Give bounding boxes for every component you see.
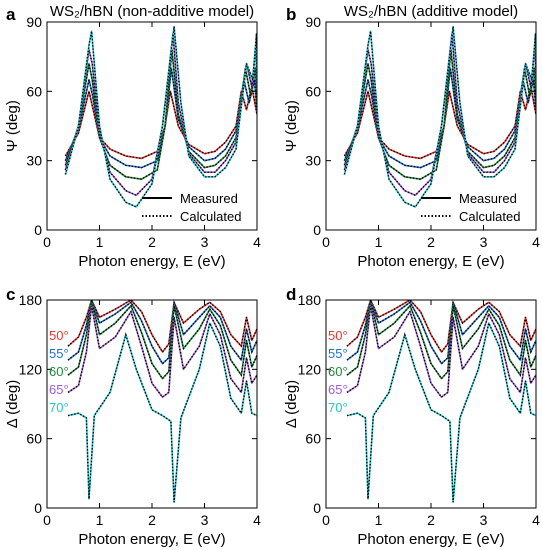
angle-label: 50° <box>49 328 69 343</box>
x-tick-label: 4 <box>532 512 540 528</box>
x-tick-label: 1 <box>375 512 383 528</box>
y-axis-label: Δ (deg) <box>283 380 300 428</box>
angle-labels: 50° 55° 60° 65° 70° <box>49 328 69 415</box>
y-tick-label: 120 <box>298 361 322 377</box>
legend-calculated-label: Calculated <box>180 209 241 224</box>
measured-line-55deg <box>67 300 257 365</box>
x-tick-label: 4 <box>532 234 540 250</box>
x-tick-label: 3 <box>201 512 209 528</box>
angle-label: 60° <box>49 364 69 379</box>
x-tick-label: 0 <box>43 512 51 528</box>
calculated-line-70deg <box>64 26 257 208</box>
y-tick-label: 60 <box>305 431 321 447</box>
y-tick-label: 180 <box>19 292 43 308</box>
x-tick-label: 0 <box>322 234 330 250</box>
measured-line-70deg <box>67 322 257 503</box>
y-axis-label: Δ (deg) <box>4 380 21 428</box>
calculated-line-50deg <box>346 300 536 354</box>
panel-d: d 0 1 2 3 4 0 60 120 180 Photon energy, E (eV) Δ (d… <box>283 285 540 548</box>
calculated-line-70deg <box>67 320 257 503</box>
measured-line-65deg <box>67 305 257 398</box>
calculated-line-60deg <box>346 300 536 380</box>
angle-label: 55° <box>49 346 69 361</box>
series-group <box>343 25 536 208</box>
calculated-line-70deg <box>343 26 536 208</box>
x-axis-label: Photon energy, E (eV) <box>357 253 504 270</box>
panel-letter: c <box>6 285 15 304</box>
angle-label: 50° <box>328 328 348 343</box>
angle-labels: 50° 55° 60° 65° 70° <box>328 328 348 415</box>
calculated-line-55deg <box>64 68 257 169</box>
x-axis-label: Photon energy, E (eV) <box>357 531 504 548</box>
panel-c: c 0 1 2 3 4 0 60 120 180 Photon energy, E (eV) Δ (d… <box>4 285 261 548</box>
calculated-line-55deg <box>343 68 536 169</box>
x-tick-label: 3 <box>480 512 488 528</box>
y-tick-label: 60 <box>26 431 42 447</box>
x-tick-label: 1 <box>375 234 383 250</box>
y-tick-label: 90 <box>26 14 42 30</box>
y-tick-label: 0 <box>313 222 321 238</box>
y-tick-label: 60 <box>26 83 42 99</box>
angle-label: 70° <box>49 400 69 415</box>
x-tick-label: 2 <box>427 512 435 528</box>
y-axis-label: Ψ (deg) <box>283 100 300 152</box>
y-tick-label: 60 <box>305 83 321 99</box>
y-tick-label: 90 <box>305 14 321 30</box>
panel-title: WS₂/hBN (non-additive model) <box>50 3 254 20</box>
calculated-line-60deg <box>67 300 257 380</box>
series-group <box>64 25 257 208</box>
measured-line-55deg <box>346 300 536 365</box>
x-tick-label: 4 <box>253 512 261 528</box>
x-tick-label: 1 <box>96 512 104 528</box>
panel-title: WS₂/hBN (additive model) <box>344 3 518 20</box>
x-tick-label: 0 <box>322 512 330 528</box>
legend-measured-label: Measured <box>459 191 517 206</box>
x-axis-label: Photon energy, E (eV) <box>78 253 225 270</box>
x-tick-label: 2 <box>148 512 156 528</box>
series-group <box>67 300 257 503</box>
measured-line-65deg <box>346 305 536 398</box>
x-tick-label: 2 <box>427 234 435 250</box>
measured-line-70deg <box>346 322 536 503</box>
panel-a: a WS₂/hBN (non-additive model) 0 1 2 3 4 0 30 60 9… <box>4 3 261 270</box>
calculated-line-50deg <box>67 300 257 354</box>
measured-line-50deg <box>346 300 536 353</box>
y-tick-label: 30 <box>26 153 42 169</box>
x-tick-label: 0 <box>43 234 51 250</box>
panel-letter: a <box>6 5 16 24</box>
legend-measured-label: Measured <box>180 191 238 206</box>
panel-b: b WS₂/hBN (additive model) 0 1 2 3 4 0 30 60 90 Pho… <box>283 3 540 270</box>
series-group <box>346 300 536 503</box>
x-tick-label: 4 <box>253 234 261 250</box>
panel-letter: d <box>286 285 296 304</box>
calculated-line-50deg <box>343 86 536 160</box>
x-axis-label: Photon energy, E (eV) <box>78 531 225 548</box>
y-tick-label: 30 <box>305 153 321 169</box>
x-tick-label: 2 <box>148 234 156 250</box>
calculated-line-70deg <box>346 320 536 503</box>
angle-label: 55° <box>328 346 348 361</box>
angle-label: 60° <box>328 364 348 379</box>
y-tick-label: 0 <box>34 500 42 516</box>
calculated-line-50deg <box>64 86 257 160</box>
legend-calculated-label: Calculated <box>459 209 520 224</box>
legend: Measured Calculated <box>421 191 520 224</box>
x-tick-label: 1 <box>96 234 104 250</box>
legend: Measured Calculated <box>142 191 241 224</box>
y-tick-label: 120 <box>19 361 43 377</box>
y-axis-label: Ψ (deg) <box>4 100 21 152</box>
measured-line-50deg <box>67 300 257 353</box>
panel-letter: b <box>286 5 296 24</box>
y-tick-label: 0 <box>313 500 321 516</box>
x-tick-label: 3 <box>201 234 209 250</box>
x-tick-label: 3 <box>480 234 488 250</box>
y-tick-label: 0 <box>34 222 42 238</box>
angle-label: 65° <box>328 382 348 397</box>
angle-label: 65° <box>49 382 69 397</box>
angle-label: 70° <box>328 400 348 415</box>
y-tick-label: 180 <box>298 292 322 308</box>
